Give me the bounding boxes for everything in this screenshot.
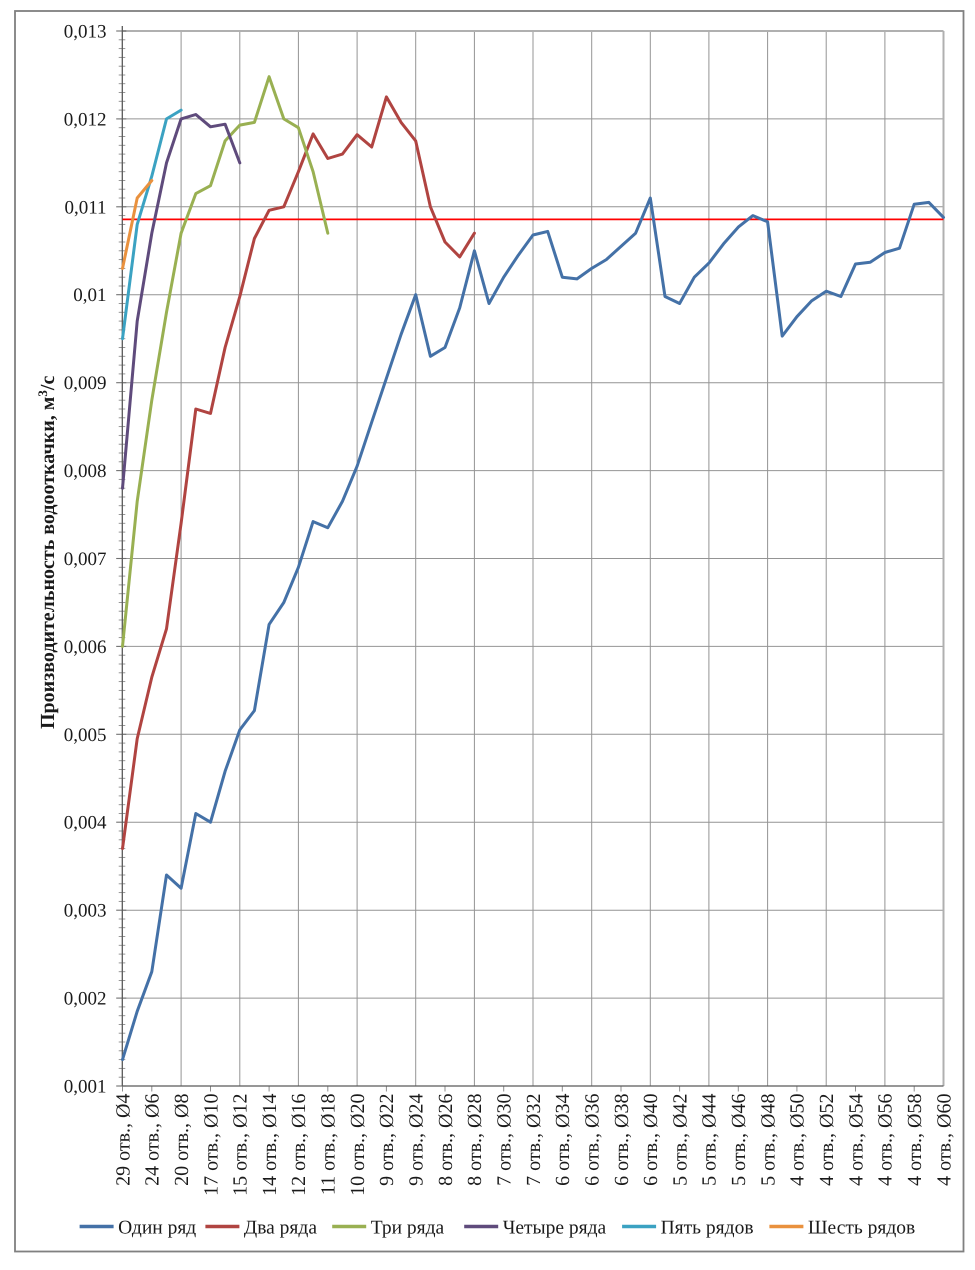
svg-text:9 отв., Ø22: 9 отв., Ø22 (376, 1094, 398, 1186)
svg-text:0,001: 0,001 (64, 1077, 107, 1098)
svg-text:6 отв., Ø38: 6 отв., Ø38 (611, 1094, 633, 1186)
svg-text:0,012: 0,012 (64, 109, 107, 130)
svg-text:24 отв., Ø6: 24 отв., Ø6 (142, 1094, 164, 1186)
svg-text:5 отв., Ø42: 5 отв., Ø42 (669, 1094, 691, 1186)
svg-text:8 отв., Ø26: 8 отв., Ø26 (435, 1094, 457, 1186)
svg-text:0,011: 0,011 (64, 197, 106, 218)
svg-text:4 отв., Ø60: 4 отв., Ø60 (933, 1094, 955, 1186)
svg-text:11 отв., Ø18: 11 отв., Ø18 (318, 1094, 340, 1196)
svg-text:0,002: 0,002 (64, 989, 107, 1010)
svg-text:4 отв., Ø58: 4 отв., Ø58 (904, 1094, 926, 1186)
svg-text:12 отв., Ø16: 12 отв., Ø16 (288, 1094, 310, 1196)
svg-text:5 отв., Ø46: 5 отв., Ø46 (728, 1094, 750, 1186)
svg-text:8 отв., Ø28: 8 отв., Ø28 (464, 1094, 486, 1186)
svg-text:4 отв., Ø52: 4 отв., Ø52 (816, 1094, 838, 1186)
svg-text:6 отв., Ø40: 6 отв., Ø40 (640, 1094, 662, 1186)
svg-text:Шесть рядов: Шесть рядов (808, 1218, 915, 1239)
svg-text:0,007: 0,007 (64, 549, 107, 570)
svg-text:29 отв., Ø4: 29 отв., Ø4 (112, 1094, 134, 1186)
svg-text:5 отв., Ø44: 5 отв., Ø44 (699, 1094, 721, 1186)
svg-text:Один ряд: Один ряд (118, 1218, 196, 1239)
svg-text:7 отв., Ø30: 7 отв., Ø30 (494, 1094, 516, 1186)
svg-text:6 отв., Ø36: 6 отв., Ø36 (582, 1094, 604, 1186)
svg-text:7 отв., Ø32: 7 отв., Ø32 (523, 1094, 545, 1186)
svg-text:4 отв., Ø54: 4 отв., Ø54 (845, 1094, 867, 1186)
svg-text:17 отв., Ø10: 17 отв., Ø10 (200, 1094, 222, 1196)
svg-text:0,013: 0,013 (64, 22, 107, 43)
svg-text:6 отв., Ø34: 6 отв., Ø34 (552, 1094, 574, 1186)
svg-text:Производительность водооткачки: Производительность водооткачки, м3/с (35, 376, 59, 729)
svg-text:0,008: 0,008 (64, 461, 107, 482)
svg-text:Два ряда: Два ряда (244, 1218, 317, 1239)
svg-text:0,004: 0,004 (64, 813, 107, 834)
svg-text:15 отв., Ø12: 15 отв., Ø12 (230, 1094, 252, 1196)
svg-text:4 отв., Ø56: 4 отв., Ø56 (875, 1094, 897, 1186)
svg-text:0,006: 0,006 (64, 637, 107, 658)
svg-text:4 отв., Ø50: 4 отв., Ø50 (787, 1094, 809, 1186)
svg-text:0,005: 0,005 (64, 725, 107, 746)
svg-text:0,01: 0,01 (73, 285, 106, 306)
svg-text:5 отв., Ø48: 5 отв., Ø48 (757, 1094, 779, 1186)
svg-text:20 отв., Ø8: 20 отв., Ø8 (171, 1094, 193, 1186)
svg-text:0,003: 0,003 (64, 901, 107, 922)
svg-text:9 отв., Ø24: 9 отв., Ø24 (406, 1094, 428, 1186)
svg-text:10 отв., Ø20: 10 отв., Ø20 (347, 1094, 369, 1196)
svg-text:0,009: 0,009 (64, 373, 107, 394)
svg-text:Пять рядов: Пять рядов (661, 1218, 754, 1239)
svg-text:14 отв., Ø14: 14 отв., Ø14 (259, 1094, 281, 1196)
svg-text:Три ряда: Три ряда (371, 1218, 445, 1239)
svg-text:Четыре ряда: Четыре ряда (503, 1218, 607, 1239)
